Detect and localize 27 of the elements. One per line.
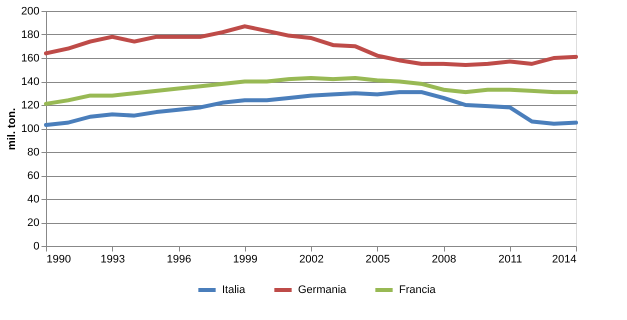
y-tick-label: 160 [21, 52, 40, 64]
x-tick-label: 2011 [498, 254, 522, 266]
y-tick-label: 80 [27, 146, 40, 158]
line-series [44, 90, 578, 127]
y-tick-label: 40 [27, 194, 40, 206]
x-tick-label: 1996 [166, 254, 192, 266]
x-tick-label: 1990 [46, 254, 71, 266]
y-axis-title: mil. ton. [6, 108, 18, 150]
x-tick-label: 1993 [100, 254, 125, 266]
y-tick-label: 200 [21, 6, 40, 18]
legend-label: Francia [399, 284, 437, 296]
line-series [44, 76, 578, 106]
x-tick-label: 2002 [299, 254, 324, 266]
x-tick-label: 2008 [432, 254, 456, 266]
y-tick-label: 20 [27, 217, 40, 229]
x-tick-label: 2005 [366, 254, 390, 266]
y-tick-label: 0 [33, 240, 40, 252]
y-tick-label: 140 [21, 76, 40, 88]
x-tick-label: 1999 [233, 254, 258, 266]
y-tick-label: 60 [27, 170, 40, 182]
y-tick-label: 180 [21, 29, 40, 41]
legend-label: Germania [298, 284, 348, 296]
legend-label: Italia [222, 284, 246, 296]
x-tick-label: 2014 [552, 254, 576, 266]
y-tick-label: 120 [21, 100, 40, 112]
line-series [44, 24, 578, 68]
y-tick-label: 100 [21, 123, 40, 135]
